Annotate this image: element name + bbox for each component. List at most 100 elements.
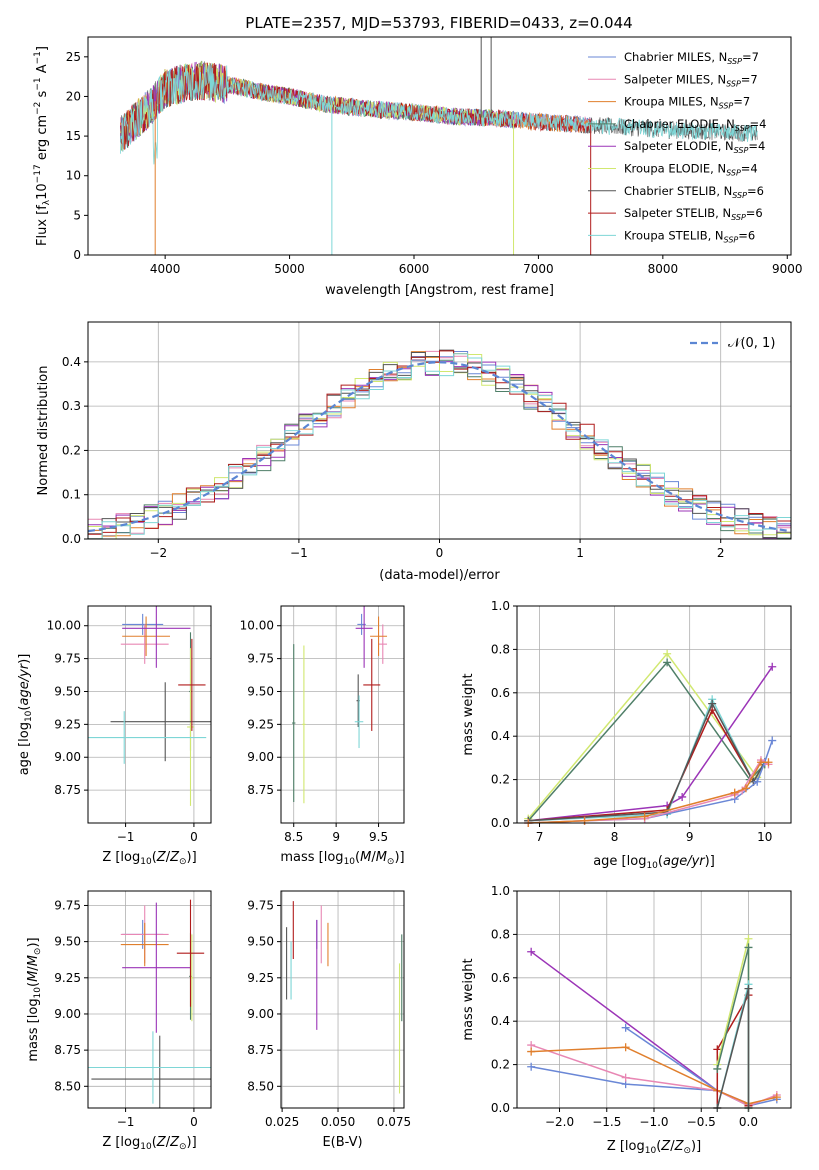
y-tick-label: 1.0 bbox=[491, 599, 510, 613]
mass-weight-marker bbox=[744, 943, 753, 952]
x-tick-label: 9 bbox=[686, 830, 694, 844]
residual-histogram-panel: −2 −1 0 1 2 0.0 0.1 0.2 0.3 0.4 𝒩(0, 1) (data-model… bbox=[36, 321, 792, 583]
y-tick-label: 9.25 bbox=[247, 717, 274, 731]
age-vs-mass-panel: 8.5 9 9.5 8.75 9.00 9.25 9.50 9.75 10.00 mass [lo… bbox=[240, 605, 405, 867]
x-tick-label: −2 bbox=[149, 546, 167, 560]
mass-weight-marker bbox=[741, 784, 750, 793]
mass-weight-marker bbox=[708, 699, 717, 708]
x-axis-label: Z [log10(Z/Z⊙)] bbox=[102, 1135, 196, 1152]
y-tick-label: 25 bbox=[66, 50, 81, 64]
y-axis-label: age [log10(age/yr)] bbox=[17, 654, 34, 776]
y-tick-label: 0.6 bbox=[491, 686, 510, 700]
legend-label: Chabrier STELIB, NSSP=6 bbox=[624, 184, 764, 200]
x-axis-label: E(B-V) bbox=[322, 1135, 362, 1150]
x-axis-label: (data-model)/error bbox=[379, 568, 500, 583]
y-tick-label: 9.00 bbox=[54, 750, 81, 764]
x-tick-label: −1 bbox=[117, 1115, 135, 1129]
mass-weight-marker bbox=[768, 662, 777, 671]
mass-weight-line bbox=[528, 697, 766, 822]
axes-frame bbox=[280, 605, 405, 824]
axes-frame bbox=[87, 890, 212, 1109]
legend-label: Salpeter STELIB, NSSP=6 bbox=[624, 206, 763, 222]
x-tick-label: 0.075 bbox=[377, 1115, 411, 1129]
age-vs-metallicity-panel: −1 0 8.75 9.00 9.25 9.50 9.75 10.00 Z [log10(Z/Z… bbox=[17, 605, 212, 867]
y-tick-label: 9.00 bbox=[54, 1007, 81, 1021]
spectrum-line bbox=[120, 62, 592, 151]
y-tick-label: 9.25 bbox=[247, 971, 274, 985]
y-axis-label: mass weight bbox=[461, 958, 476, 1040]
y-tick-label: 0.4 bbox=[62, 355, 81, 369]
x-tick-label: 7000 bbox=[523, 262, 554, 276]
mass-weight-marker bbox=[621, 1023, 630, 1032]
y-tick-label: 9.75 bbox=[247, 898, 274, 912]
mass-weight-marker bbox=[756, 758, 765, 767]
mass-weight-marker bbox=[663, 658, 672, 667]
mass-weight-marker bbox=[764, 758, 773, 767]
y-axis-label: mass weight bbox=[461, 673, 476, 755]
mass-weight-marker bbox=[527, 947, 536, 956]
axes-frame bbox=[516, 605, 792, 824]
y-tick-label: 0.8 bbox=[491, 642, 510, 656]
y-tick-label: 9.75 bbox=[54, 898, 81, 912]
x-tick-label: 10 bbox=[757, 830, 772, 844]
y-tick-label: 8.75 bbox=[54, 783, 81, 797]
y-tick-label: 1.0 bbox=[491, 884, 510, 898]
x-tick-label: −1.5 bbox=[592, 1115, 621, 1129]
y-tick-label: 8.75 bbox=[247, 783, 274, 797]
x-tick-label: 0 bbox=[436, 546, 444, 560]
x-tick-label: −0.5 bbox=[687, 1115, 716, 1129]
x-tick-label: 2 bbox=[717, 546, 725, 560]
y-axis-label: Flux [fλ10−17 erg cm−2 s−1 A−1] bbox=[33, 46, 52, 246]
mass-weight-marker bbox=[527, 1062, 536, 1071]
y-tick-label: 0.0 bbox=[491, 1101, 510, 1115]
axes-frame bbox=[87, 36, 792, 256]
y-tick-label: 9.00 bbox=[247, 1007, 274, 1021]
y-tick-label: 15 bbox=[66, 129, 81, 143]
x-tick-label: 9.5 bbox=[369, 830, 388, 844]
mass-weight-marker bbox=[621, 1073, 630, 1082]
y-tick-label: 9.00 bbox=[247, 750, 274, 764]
x-tick-label: −1.0 bbox=[639, 1115, 668, 1129]
mass-weight-vs-age-panel: 7 8 9 10 0.0 0.2 0.4 0.6 0.8 1.0 mass weight age [l… bbox=[461, 599, 792, 871]
y-tick-label: 0.2 bbox=[62, 443, 81, 457]
y-tick-label: 9.75 bbox=[247, 652, 274, 666]
y-tick-label: 9.50 bbox=[247, 935, 274, 949]
mass-weight-marker bbox=[713, 1045, 722, 1054]
axes-frame bbox=[87, 605, 212, 824]
mass-weight-marker bbox=[678, 792, 687, 801]
mass-weight-marker bbox=[527, 1047, 536, 1056]
x-tick-label: 0.050 bbox=[321, 1115, 355, 1129]
x-tick-label: 7 bbox=[536, 830, 544, 844]
mass-weight-marker bbox=[730, 788, 739, 797]
mass-weight-marker bbox=[663, 649, 672, 658]
y-axis-label: mass [log10(M/M⊙)] bbox=[26, 937, 43, 1061]
y-tick-label: 8.50 bbox=[247, 1079, 274, 1093]
x-tick-label: 8000 bbox=[648, 262, 679, 276]
mass-weight-vs-metallicity-panel: −2.0 −1.5 −1.0 −0.5 0.0 0.0 0.2 0.4 0.6 0.8 1.0 mas… bbox=[461, 884, 792, 1156]
x-axis-label: mass [log10(M/M⊙)] bbox=[280, 850, 404, 867]
x-tick-label: −1 bbox=[117, 830, 135, 844]
x-axis-label: Z [log10(Z/Z⊙)] bbox=[607, 1139, 701, 1156]
axes-frame bbox=[87, 321, 792, 540]
mass-weight-line bbox=[625, 1027, 718, 1092]
x-tick-label: 5000 bbox=[274, 262, 305, 276]
mass-weight-marker bbox=[621, 1043, 630, 1052]
x-tick-label: 0 bbox=[190, 1115, 198, 1129]
y-tick-label: 0.1 bbox=[62, 488, 81, 502]
mass-vs-reddening-panel: 0.025 0.050 0.075 8.50 8.75 9.00 9.25 9.50 9.75 E… bbox=[247, 890, 411, 1150]
y-tick-label: 9.50 bbox=[247, 684, 274, 698]
legend-label: Kroupa MILES, NSSP=7 bbox=[624, 95, 750, 111]
mass-weight-line bbox=[527, 661, 766, 822]
y-tick-label: 0.2 bbox=[491, 1058, 510, 1072]
y-tick-label: 0.4 bbox=[491, 729, 510, 743]
y-tick-label: 0.0 bbox=[491, 816, 510, 830]
x-tick-label: 8.5 bbox=[284, 830, 303, 844]
mass-weight-line bbox=[528, 708, 766, 822]
y-tick-label: 8.75 bbox=[247, 1043, 274, 1057]
y-tick-label: 20 bbox=[66, 89, 81, 103]
y-tick-label: 0.3 bbox=[62, 399, 81, 413]
x-tick-label: −1 bbox=[290, 546, 308, 560]
spectrum-line bbox=[120, 63, 758, 165]
x-tick-label: 4000 bbox=[150, 262, 181, 276]
y-tick-label: 0.2 bbox=[491, 773, 510, 787]
